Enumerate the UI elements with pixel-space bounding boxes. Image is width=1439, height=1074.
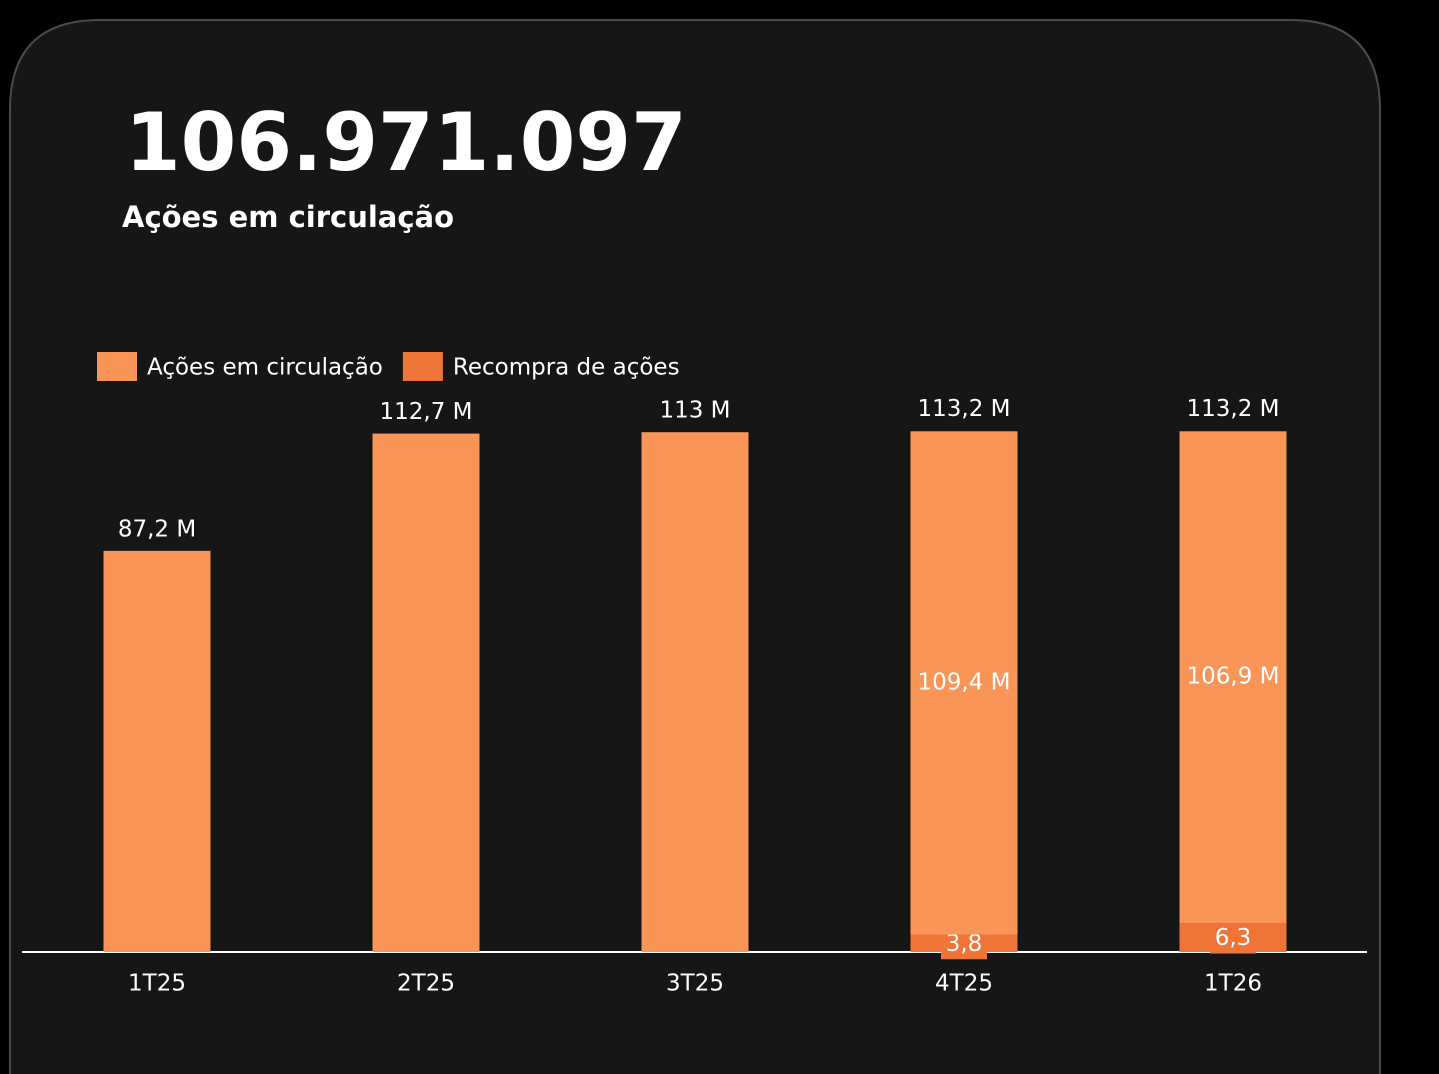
- x-tick-label: 1T25: [128, 971, 186, 997]
- bar-segment: [1179, 431, 1287, 924]
- bar-segment: [641, 432, 749, 952]
- x-tick-label: 1T26: [1204, 971, 1262, 997]
- legend-swatch: [97, 352, 137, 381]
- data-label: 3,8: [946, 931, 983, 957]
- chart-subtitle: Ações em circulação: [122, 200, 454, 234]
- total-label: 113,2 M: [918, 396, 1011, 422]
- data-label-bg: [1210, 923, 1256, 954]
- x-tick-label: 4T25: [935, 971, 993, 997]
- bar-segment: [103, 550, 211, 952]
- data-label: 87,2 M: [118, 516, 196, 542]
- legend-label: Recompra de ações: [453, 355, 680, 381]
- bar-segment: [372, 433, 480, 953]
- data-label: 109,4 M: [918, 669, 1011, 695]
- data-label: 113 M: [659, 398, 730, 424]
- chart-title: 106.971.097: [125, 96, 687, 189]
- total-label: 113,2 M: [1187, 396, 1280, 422]
- x-tick-label: 2T25: [397, 971, 455, 997]
- data-label: 112,7 M: [380, 399, 473, 425]
- x-tick-label: 3T25: [666, 971, 724, 997]
- data-label: 106,9 M: [1187, 664, 1280, 690]
- legend-swatch: [402, 352, 443, 381]
- legend-label: Ações em circulação: [147, 355, 383, 381]
- bar-segment: [910, 431, 1018, 935]
- data-label: 6,3: [1215, 925, 1252, 951]
